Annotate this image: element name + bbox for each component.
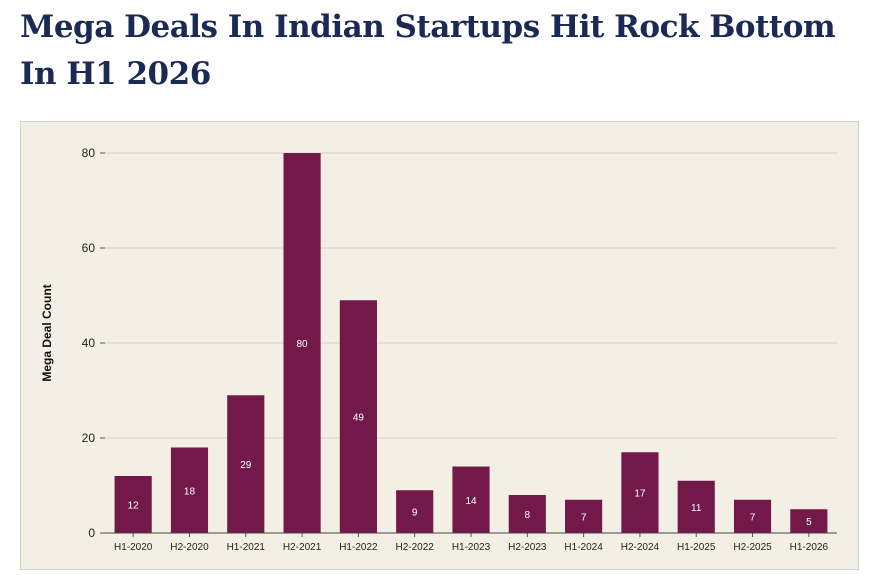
bar-h1-2025: [677, 480, 715, 533]
bar-value-label: 29: [240, 460, 252, 471]
bar-h1-2026: [790, 509, 828, 533]
x-tick-label: H1-2023: [452, 542, 491, 553]
bar-value-label: 9: [412, 508, 418, 519]
chart-title: Mega Deals In Indian Startups Hit Rock B…: [20, 9, 836, 92]
bar-h1-2023: [452, 466, 490, 533]
y-tick-label: 0: [88, 526, 95, 540]
bar-h2-2022: [396, 490, 434, 533]
x-tick-label: H2-2024: [621, 542, 660, 553]
bars: 12 18 29 80 49 9 14 8 7 17 11 7 5: [114, 153, 828, 533]
bar-value-label: 49: [353, 413, 365, 424]
bar-value-label: 5: [806, 517, 812, 528]
bar-h2-2025: [733, 499, 772, 533]
x-tick-label: H2-2023: [508, 542, 547, 553]
bar-h2-2024: [621, 452, 659, 533]
x-tick-label: H1-2020: [114, 542, 153, 553]
x-tick-label: H2-2020: [170, 542, 209, 553]
x-axis-ticks: H1-2020 H2-2020 H1-2021 H2-2021 H1-2022 H2-20…: [114, 533, 828, 553]
bar-value-label: 80: [297, 339, 309, 350]
chart-panel: 0 20 40 60 80 12 18 29 80 49 9 14 8 7 17 11 7 5 H1-2020 H…: [20, 121, 859, 570]
y-tick-label: 40: [82, 336, 96, 350]
bar-value-label: 12: [128, 501, 140, 512]
bar-value-label: 11: [691, 503, 702, 514]
bar-value-label: 7: [581, 512, 587, 523]
bar-h2-2021: [283, 153, 321, 533]
bar-h2-2023: [508, 495, 546, 533]
bar-value-label: 14: [465, 496, 477, 507]
bar-h1-2024: [565, 499, 603, 533]
x-tick-label: H2-2025: [733, 542, 772, 553]
y-axis-ticks: 0 20 40 60 80: [82, 146, 105, 540]
x-tick-label: H1-2024: [564, 542, 603, 553]
bar-value-label: 8: [525, 510, 531, 521]
x-tick-label: H1-2021: [227, 542, 266, 553]
x-tick-label: H1-2025: [677, 542, 716, 553]
y-tick-label: 60: [82, 241, 96, 255]
gridlines: [105, 152, 837, 439]
x-tick-label: H1-2022: [339, 542, 378, 553]
bar-value-label: 18: [184, 486, 196, 497]
x-tick-label: H1-2026: [790, 542, 829, 553]
bar-h1-2020: [114, 476, 152, 533]
bar-h1-2022: [339, 300, 377, 533]
y-axis-label: Mega Deal Count: [40, 284, 54, 381]
x-tick-label: H2-2021: [283, 542, 322, 553]
y-tick-label: 20: [82, 431, 96, 445]
bar-value-label: 7: [750, 512, 756, 523]
y-tick-label: 80: [82, 146, 96, 160]
bar-h1-2021: [227, 395, 265, 533]
x-tick-label: H2-2022: [396, 542, 435, 553]
bar-value-label: 17: [634, 489, 646, 500]
bar-h2-2020: [170, 447, 209, 533]
